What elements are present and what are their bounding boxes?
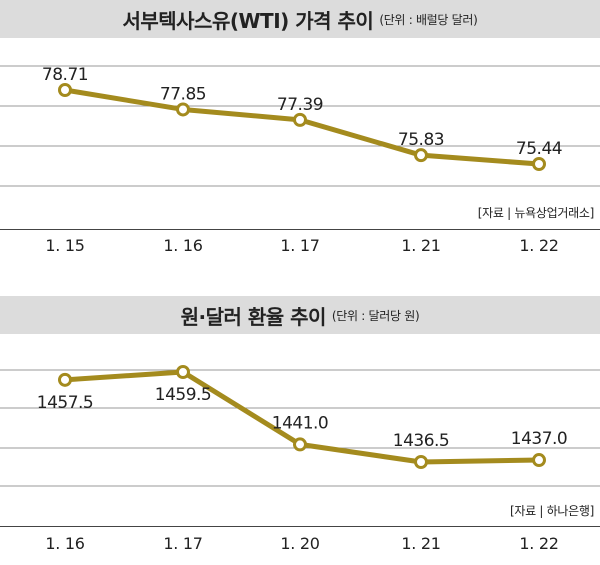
krw-usd-x-tick-label: 1. 20 — [280, 534, 320, 553]
krw-usd-data-label: 1441.0 — [272, 413, 328, 433]
krw-usd-chart-title-bar: 원·달러 환율 추이 (단위 : 달러당 원) — [0, 296, 600, 334]
krw-usd-data-label: 1459.5 — [155, 385, 211, 405]
krw-usd-x-tick-label: 1. 21 — [401, 534, 441, 553]
krw-usd-data-point — [532, 453, 546, 468]
krw-usd-chart-unit: (단위 : 달러당 원) — [331, 308, 420, 323]
wti-x-tick-label: 1. 15 — [45, 236, 85, 255]
krw-usd-data-point — [293, 437, 307, 452]
wti-chart-x-axis — [0, 229, 600, 230]
wti-x-tick-label: 1. 16 — [163, 236, 203, 255]
krw-usd-data-point — [58, 372, 72, 387]
krw-usd-x-tick-label: 1. 17 — [163, 534, 203, 553]
wti-x-tick-label: 1. 17 — [280, 236, 320, 255]
wti-data-point — [58, 83, 72, 97]
krw-usd-data-point — [176, 365, 190, 379]
krw-usd-chart-x-axis — [0, 526, 600, 527]
krw-usd-chart-title: 원·달러 환율 추이 — [180, 304, 327, 329]
krw-usd-data-label: 1436.5 — [393, 431, 449, 451]
wti-chart-title: 서부텍사스유(WTI) 가격 추이 — [122, 8, 374, 33]
wti-data-point — [414, 148, 428, 163]
wti-chart: 서부텍사스유(WTI) 가격 추이 (단위 : 배럴당 달러) 78.71 77.… — [0, 0, 600, 282]
wti-data-label: 78.71 — [42, 65, 88, 85]
krw-usd-x-tick-label: 1. 16 — [45, 534, 85, 553]
wti-data-point — [176, 102, 190, 117]
wti-data-point — [293, 112, 307, 127]
krw-usd-data-point — [414, 455, 428, 469]
krw-usd-chart: 원·달러 환율 추이 (단위 : 달러당 원) 1457.5 1459.5 1441… — [0, 296, 600, 565]
wti-chart-title-bar: 서부텍사스유(WTI) 가격 추이 (단위 : 배럴당 달러) — [0, 0, 600, 38]
krw-usd-x-tick-label: 1. 22 — [519, 534, 559, 553]
wti-x-tick-label: 1. 22 — [519, 236, 559, 255]
krw-usd-chart-plot: 1457.5 1459.5 1441.0 1436.5 1437.0 — [0, 365, 600, 487]
krw-usd-data-label: 1457.5 — [37, 393, 93, 413]
krw-usd-data-label: 1437.0 — [511, 429, 567, 449]
wti-data-point — [532, 157, 546, 171]
wti-data-label: 75.83 — [398, 130, 444, 150]
wti-chart-unit: (단위 : 배럴당 달러) — [379, 12, 478, 27]
wti-data-label: 77.85 — [160, 84, 206, 104]
wti-chart-plot: 78.71 77.85 77.39 75.83 75.44 — [0, 65, 600, 187]
wti-data-label: 77.39 — [277, 95, 323, 115]
wti-chart-source: [자료 | 뉴욕상업거래소] — [477, 206, 595, 220]
wti-x-tick-label: 1. 21 — [401, 236, 441, 255]
krw-usd-chart-source: [자료 | 하나은행] — [510, 504, 594, 518]
wti-data-label: 75.44 — [516, 139, 562, 159]
